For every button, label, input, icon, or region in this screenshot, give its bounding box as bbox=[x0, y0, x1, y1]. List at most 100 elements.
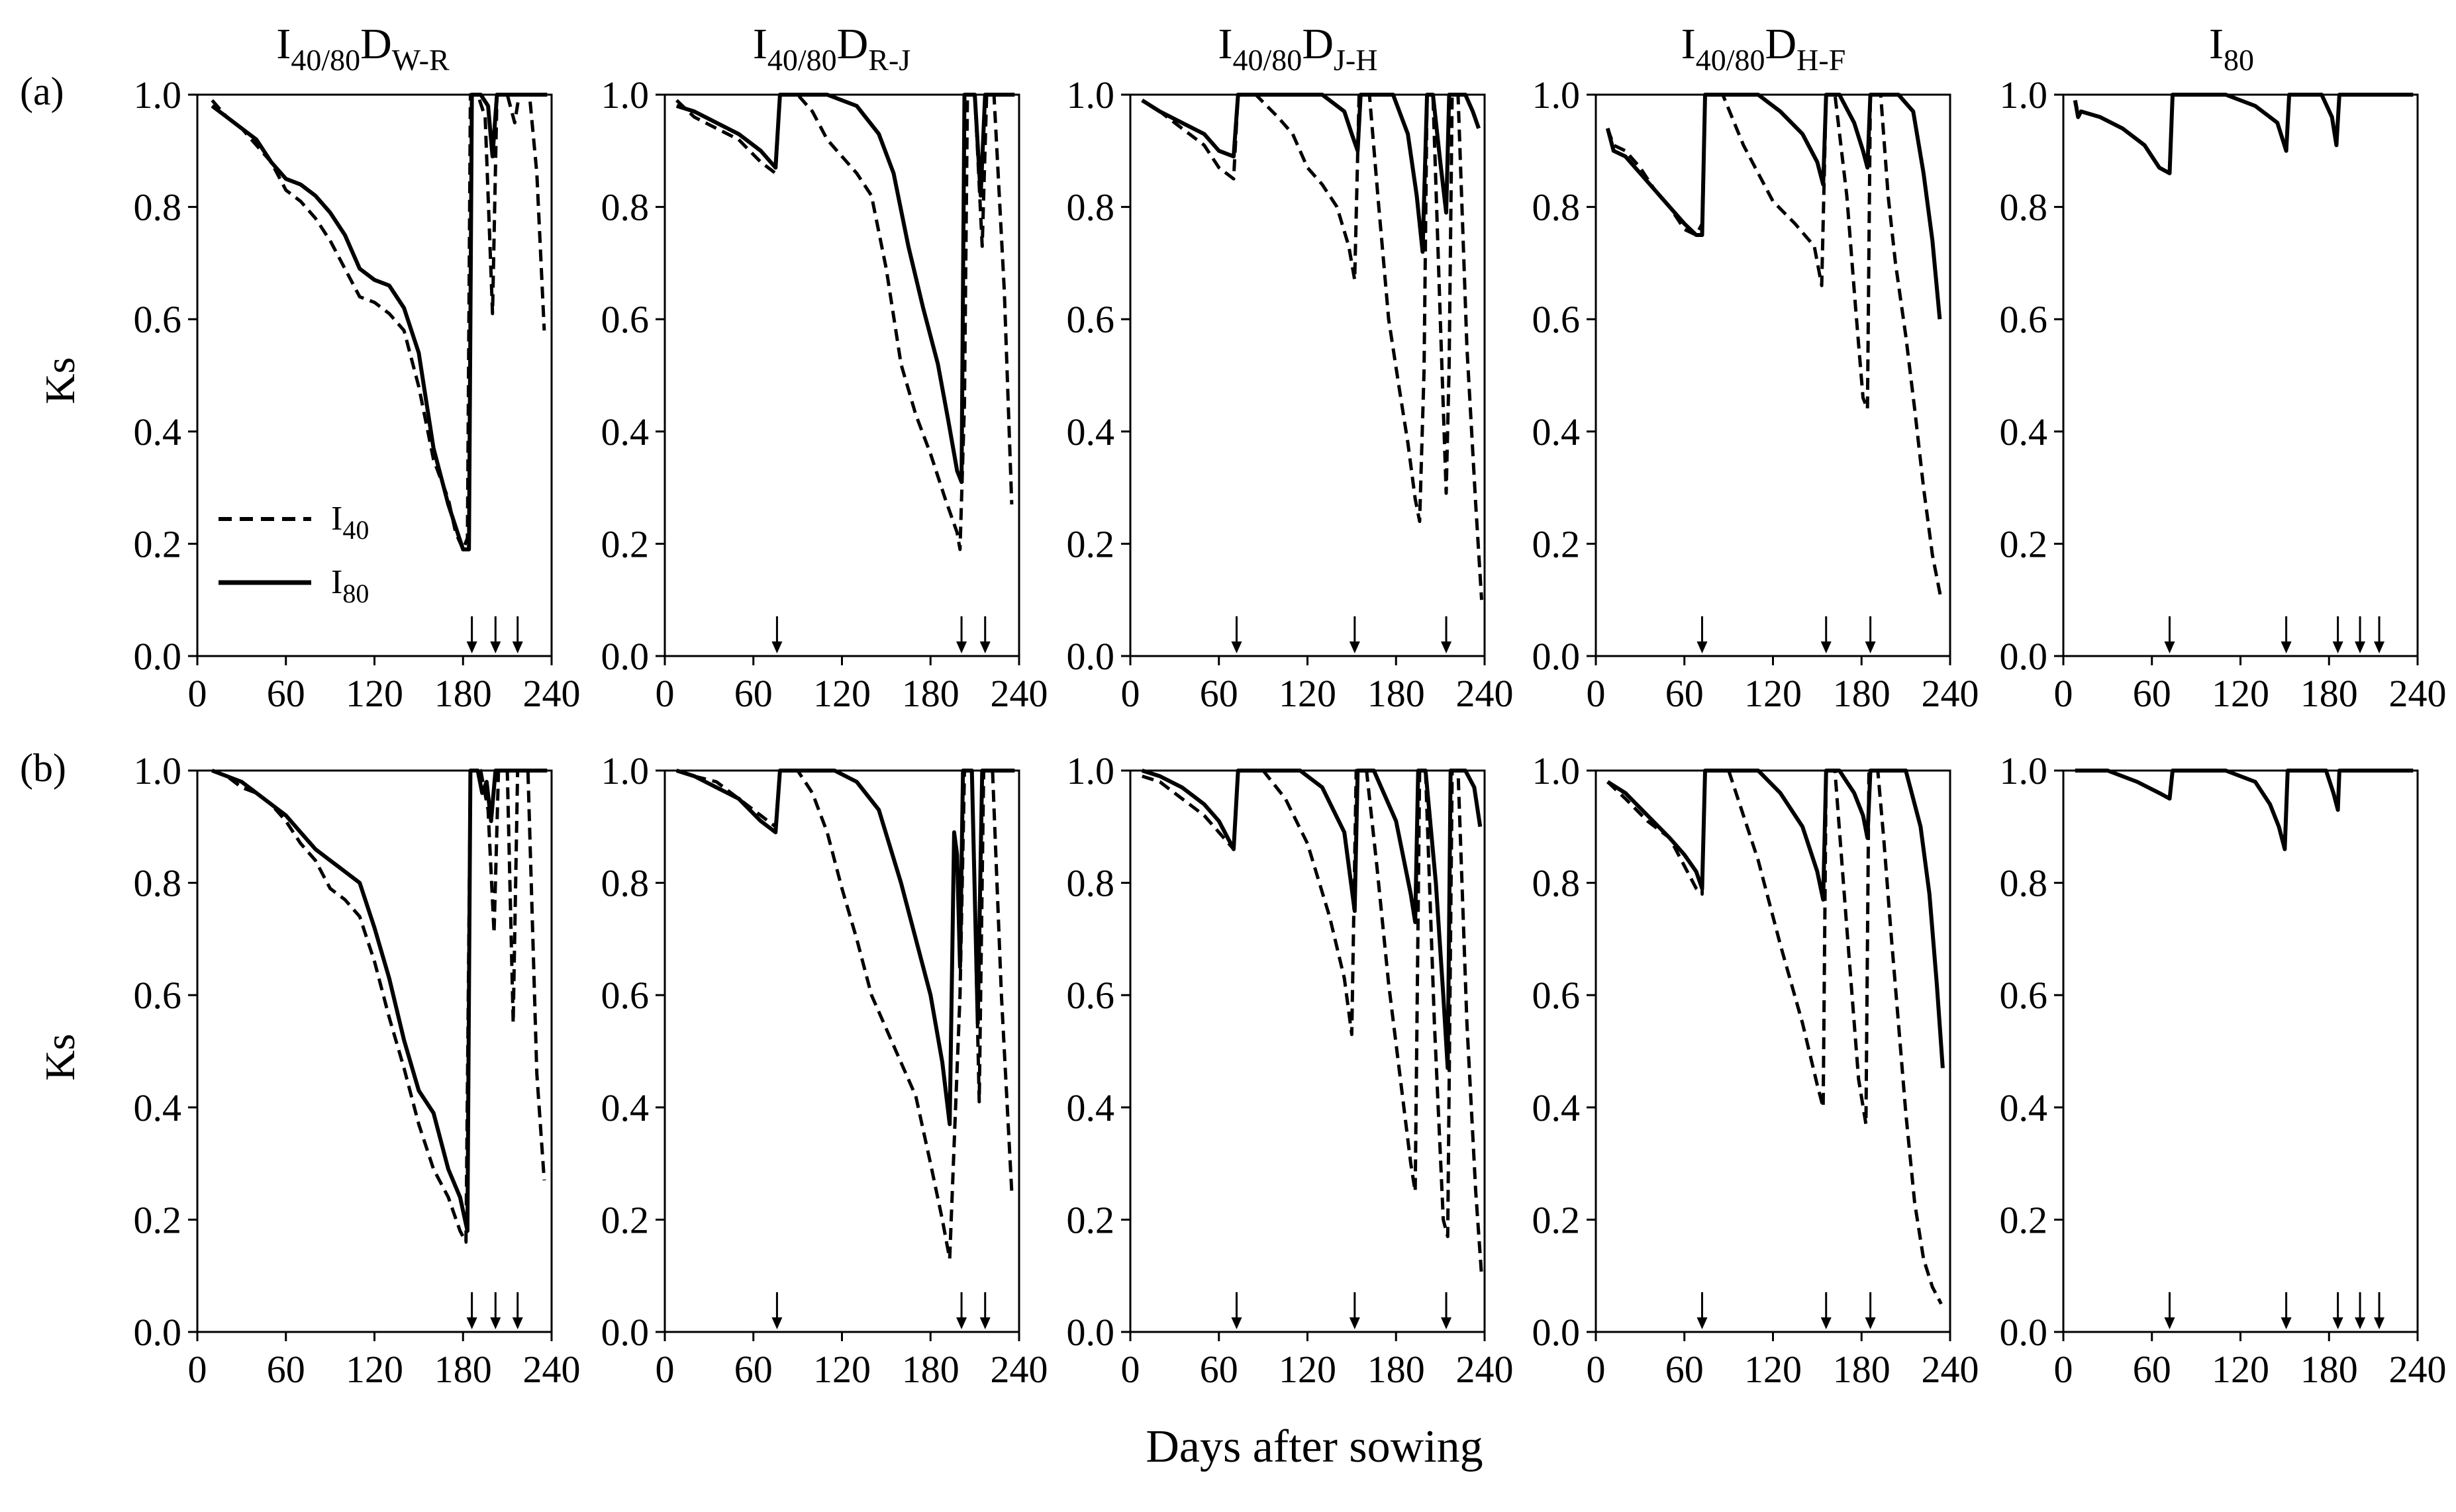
panel-b4-ytick-label: 0.6 bbox=[1532, 974, 1581, 1017]
panel-a1-xtick-label: 120 bbox=[346, 672, 403, 715]
panel-b3-ytick-label: 0.4 bbox=[1067, 1086, 1115, 1129]
panel-a4-arrow-head bbox=[1820, 641, 1832, 653]
panel-a1-ytick-label: 0.8 bbox=[134, 186, 182, 229]
x-axis-label: Days after sowing bbox=[1146, 1421, 1483, 1472]
panel-a1-ytick-label: 0.4 bbox=[134, 410, 182, 453]
panel-b2-xtick-label: 240 bbox=[991, 1348, 1048, 1391]
panel-a4: 0.0 0.2 0.4 0.6 0.8 1.0 0 60 120 180 240 bbox=[1532, 73, 1979, 715]
panel-b4-arrow-head bbox=[1820, 1317, 1832, 1329]
panel-b5-arrow-head bbox=[2355, 1317, 2366, 1329]
panel-b1-xtick-label: 60 bbox=[267, 1348, 305, 1391]
panel-a2: 0.0 0.2 0.4 0.6 0.8 1.0 0 60 120 180 240 bbox=[601, 73, 1048, 715]
panel-a5-arrow-head bbox=[2332, 641, 2343, 653]
panel-title-2: I40/80DR-J bbox=[753, 20, 910, 77]
panel-b5-ytick-label: 0.4 bbox=[2000, 1086, 2048, 1129]
panel-b2-ytick-label: 0.8 bbox=[601, 862, 650, 905]
legend-label-i80: I80 bbox=[331, 563, 369, 608]
panel-b5-arrow-head bbox=[2332, 1317, 2343, 1329]
panel-a3-ytick-label: 0.0 bbox=[1067, 635, 1115, 678]
panel-a5-xtick-label: 180 bbox=[2300, 672, 2358, 715]
panel-a1-series-i80 bbox=[211, 93, 548, 551]
panel-a1-xtick-label: 60 bbox=[267, 672, 305, 715]
panel-a2-xtick-label: 120 bbox=[813, 672, 871, 715]
panel-b5-ytick-label: 0.6 bbox=[2000, 974, 2048, 1017]
panel-b2-xtick-label: 180 bbox=[902, 1348, 959, 1391]
panel-a5-arrow-head bbox=[2355, 641, 2366, 653]
panel-b5-arrow-head bbox=[2374, 1317, 2385, 1329]
panel-a4-arrow-head bbox=[1865, 641, 1876, 653]
panel-b2-xtick-label: 120 bbox=[813, 1348, 871, 1391]
panel-a2-xtick-label: 180 bbox=[902, 672, 959, 715]
panel-b4-series-i80 bbox=[1606, 769, 1945, 1068]
panel-a5-xtick-label: 240 bbox=[2389, 672, 2447, 715]
panel-a4-ytick-label: 1.0 bbox=[1532, 73, 1581, 117]
panel-b1-ytick-label: 0.2 bbox=[134, 1198, 182, 1241]
panel-a5-xtick-label: 60 bbox=[2133, 672, 2171, 715]
panel-a3-xtick-label: 180 bbox=[1367, 672, 1425, 715]
panel-a1-ytick-label: 0.2 bbox=[134, 522, 182, 565]
panel-b4-series-i40 bbox=[1606, 769, 1943, 1305]
panel-a5: 0.0 0.2 0.4 0.6 0.8 1.0 0 60 120 180 240 bbox=[2000, 73, 2447, 715]
panel-a3-arrow-head bbox=[1441, 641, 1452, 653]
panel-a1-xtick-label: 240 bbox=[523, 672, 581, 715]
panel-b5-arrow-head bbox=[2281, 1317, 2292, 1329]
panel-a3-xtick-label: 120 bbox=[1279, 672, 1336, 715]
panel-a3-xtick-label: 240 bbox=[1456, 672, 1514, 715]
panel-a5-series-i80 bbox=[2073, 93, 2414, 175]
panel-b4-ytick-label: 0.4 bbox=[1532, 1086, 1581, 1129]
panel-b5-xtick-label: 240 bbox=[2389, 1348, 2447, 1391]
panel-a5-ytick-label: 0.2 bbox=[2000, 522, 2048, 565]
panel-title-3: I40/80DJ-H bbox=[1218, 20, 1378, 77]
panel-b4-ytick-label: 0.8 bbox=[1532, 862, 1581, 905]
panel-a4-ytick-label: 0.8 bbox=[1532, 186, 1581, 229]
panel-a2-xtick-label: 60 bbox=[734, 672, 773, 715]
panel-a1-ytick-label: 1.0 bbox=[134, 73, 182, 117]
panel-b4-ytick-label: 0.2 bbox=[1532, 1198, 1581, 1241]
panel-b5-xtick-label: 120 bbox=[2212, 1348, 2269, 1391]
panel-a3-series-i40 bbox=[1141, 93, 1483, 600]
panel-b1-xtick-label: 180 bbox=[434, 1348, 492, 1391]
panel-a4-xtick-label: 60 bbox=[1665, 672, 1704, 715]
panel-b3-ytick-label: 1.0 bbox=[1067, 749, 1115, 792]
panel-b3-arrow-head bbox=[1231, 1317, 1242, 1329]
panel-title-4: I40/80DH-F bbox=[1681, 20, 1846, 77]
panel-b1-arrow-head bbox=[466, 1317, 477, 1329]
panel-a5-arrow-head bbox=[2281, 641, 2292, 653]
panel-b1-series-i80 bbox=[211, 769, 548, 1233]
panel-b2-ytick-label: 0.4 bbox=[601, 1086, 650, 1129]
panel-b1-xtick-label: 0 bbox=[188, 1348, 207, 1391]
panel-b2-frame bbox=[663, 769, 1020, 1333]
panel-a5-ytick-label: 0.8 bbox=[2000, 186, 2048, 229]
panel-a5-ytick-label: 1.0 bbox=[2000, 73, 2048, 117]
panel-b2-ytick-label: 1.0 bbox=[601, 749, 650, 792]
panel-b5-frame bbox=[2062, 769, 2419, 1333]
panel-b1-xtick-label: 120 bbox=[346, 1348, 403, 1391]
panel-b4: 0.0 0.2 0.4 0.6 0.8 1.0 0 60 120 180 240 bbox=[1532, 749, 1979, 1391]
panel-b5-ytick-label: 1.0 bbox=[2000, 749, 2048, 792]
panel-a2-series-i80 bbox=[675, 93, 1015, 485]
panel-a3-series-i80 bbox=[1141, 93, 1481, 254]
panel-b2-xtick-label: 0 bbox=[656, 1348, 675, 1391]
panel-b3-ytick-label: 0.8 bbox=[1067, 862, 1115, 905]
y-axis-label-b: Ks bbox=[36, 1033, 83, 1080]
panel-b4-xtick-label: 60 bbox=[1665, 1348, 1704, 1391]
panel-b1-xtick-label: 240 bbox=[523, 1348, 581, 1391]
panel-b4-arrow-head bbox=[1865, 1317, 1876, 1329]
panel-b5-xtick-label: 0 bbox=[2054, 1348, 2073, 1391]
panel-b3-arrow-head bbox=[1441, 1317, 1452, 1329]
panel-b4-xtick-label: 120 bbox=[1744, 1348, 1802, 1391]
panel-b5-xtick-label: 60 bbox=[2133, 1348, 2171, 1391]
panel-b2-arrow-head bbox=[771, 1317, 783, 1329]
panel-b4-xtick-label: 180 bbox=[1833, 1348, 1891, 1391]
panel-a2-arrow-head bbox=[979, 641, 991, 653]
panel-b5-arrow-head bbox=[2164, 1317, 2175, 1329]
panel-b2-xtick-label: 60 bbox=[734, 1348, 773, 1391]
panel-a1-xtick-label: 180 bbox=[434, 672, 492, 715]
panel-b2: 0.0 0.2 0.4 0.6 0.8 1.0 0 60 120 180 240 bbox=[601, 749, 1048, 1391]
panel-b1-ytick-label: 0.8 bbox=[134, 862, 182, 905]
panel-a5-xtick-label: 120 bbox=[2212, 672, 2269, 715]
panel-a1-arrow-head bbox=[490, 641, 501, 653]
panel-b2-series-i80 bbox=[675, 769, 1015, 1127]
panel-a3-arrow-head bbox=[1231, 641, 1242, 653]
